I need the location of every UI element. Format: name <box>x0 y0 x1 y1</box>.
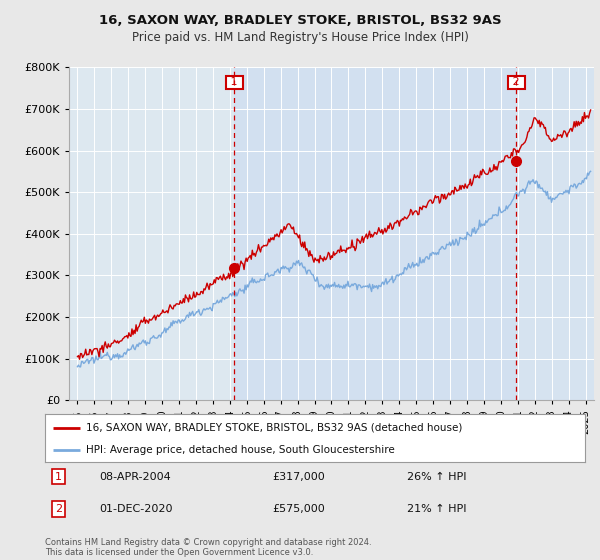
Bar <box>235 67 517 400</box>
Text: 08-APR-2004: 08-APR-2004 <box>99 472 171 482</box>
Text: 2: 2 <box>509 77 523 87</box>
Text: 26% ↑ HPI: 26% ↑ HPI <box>407 472 466 482</box>
Text: HPI: Average price, detached house, South Gloucestershire: HPI: Average price, detached house, Sout… <box>86 445 394 455</box>
Text: Price paid vs. HM Land Registry's House Price Index (HPI): Price paid vs. HM Land Registry's House … <box>131 31 469 44</box>
Text: 16, SAXON WAY, BRADLEY STOKE, BRISTOL, BS32 9AS: 16, SAXON WAY, BRADLEY STOKE, BRISTOL, B… <box>98 14 502 27</box>
Bar <box>517 67 594 400</box>
Text: £317,000: £317,000 <box>272 472 325 482</box>
Text: £575,000: £575,000 <box>272 504 325 514</box>
Text: 01-DEC-2020: 01-DEC-2020 <box>99 504 173 514</box>
Text: 16, SAXON WAY, BRADLEY STOKE, BRISTOL, BS32 9AS (detached house): 16, SAXON WAY, BRADLEY STOKE, BRISTOL, B… <box>86 423 462 433</box>
Text: 1: 1 <box>55 472 62 482</box>
Text: Contains HM Land Registry data © Crown copyright and database right 2024.
This d: Contains HM Land Registry data © Crown c… <box>45 538 371 557</box>
Text: 1: 1 <box>227 77 241 87</box>
Text: 21% ↑ HPI: 21% ↑ HPI <box>407 504 466 514</box>
Text: 2: 2 <box>55 504 62 514</box>
